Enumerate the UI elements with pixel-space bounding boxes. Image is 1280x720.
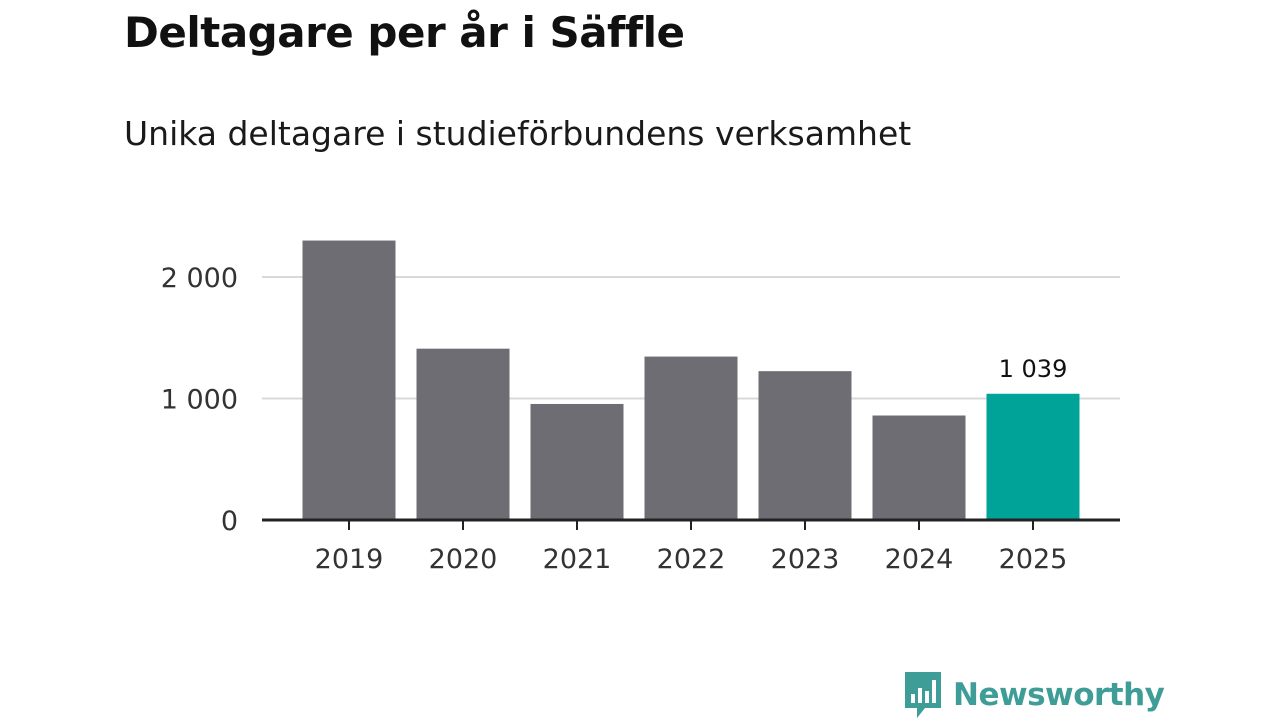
- brand-logo: Newsworthy: [903, 672, 1165, 718]
- x-tick-label: 2021: [543, 544, 612, 575]
- bar-2020: [416, 348, 510, 520]
- newsworthy-logo-icon: [905, 672, 941, 718]
- x-tick-label: 2023: [771, 544, 840, 575]
- data-label: 1 039: [999, 355, 1068, 383]
- y-tick-label: 2 000: [161, 263, 238, 294]
- y-tick-label: 0: [221, 506, 238, 537]
- axes: [262, 518, 1120, 530]
- y-tick-label: 1 000: [161, 385, 238, 416]
- bars: [302, 240, 1080, 521]
- x-tick-label: 2022: [657, 544, 726, 575]
- brand-name: Newsworthy: [953, 677, 1165, 713]
- bar-2022: [644, 356, 738, 520]
- x-tick-label: 2020: [429, 544, 498, 575]
- x-tick-label: 2019: [315, 544, 384, 575]
- bar-2021: [530, 403, 624, 520]
- bar-2025: [986, 393, 1080, 520]
- chart-title: Deltagare per år i Säffle: [124, 8, 685, 57]
- bar-2024: [872, 415, 966, 520]
- bar-2023: [758, 371, 852, 520]
- chart-subtitle: Unika deltagare i studieförbundens verks…: [124, 114, 912, 153]
- labels: 0 1 000 2 000 2019 2020 2021 2022 2023 2024 2025 1…: [161, 263, 1068, 575]
- x-tick-label: 2024: [885, 544, 954, 575]
- x-tick-label: 2025: [999, 544, 1068, 575]
- bar-2019: [302, 240, 396, 521]
